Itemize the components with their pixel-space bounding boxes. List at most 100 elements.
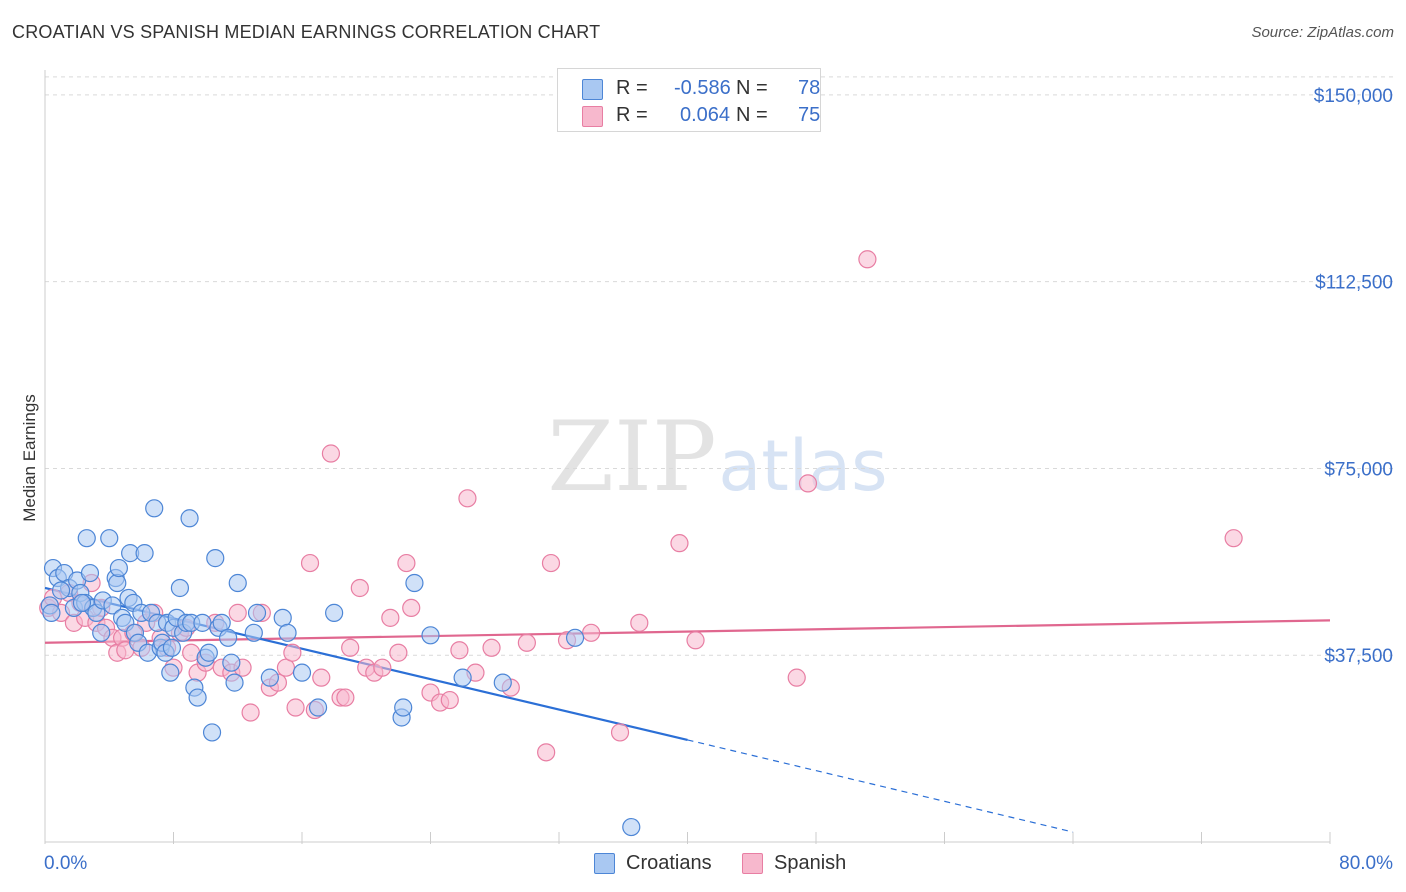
croatians-point [219, 628, 238, 647]
croatians-point [188, 688, 207, 707]
croatians-point [292, 663, 312, 682]
spanish-point [389, 643, 408, 662]
croatians-point [565, 628, 585, 647]
spanish-point [787, 668, 806, 687]
croatians-point [51, 581, 71, 600]
legend-r-label: R = [616, 77, 648, 99]
croatians-point [108, 573, 127, 593]
legend-n-value: 75 [798, 104, 821, 126]
spanish-point [458, 489, 477, 508]
croatians-point [206, 549, 225, 568]
spanish-point [858, 250, 877, 269]
y-tick-label: $37,500 [1324, 646, 1393, 667]
spanish-point [241, 703, 260, 722]
grid [45, 76, 1395, 656]
spanish-point [228, 603, 247, 622]
y-tick-label: $150,000 [1314, 86, 1393, 107]
spanish-point [1224, 529, 1243, 548]
x-tick-label: 0.0% [44, 853, 87, 874]
croatians-point [180, 509, 199, 528]
spanish-point [537, 743, 556, 762]
croatians-point [325, 603, 344, 622]
watermark-atlas: atlas [718, 425, 887, 507]
legend-r-value: 0.064 [680, 104, 731, 126]
stats-legend: R = -0.586 N = 78 R = 0.064 N = 75 [557, 68, 821, 132]
croatians-point [228, 573, 247, 593]
spanish-point [373, 658, 392, 677]
croatians-point [161, 663, 180, 682]
spanish-point [798, 474, 818, 493]
croatians-point [135, 544, 154, 563]
spanish-point [517, 633, 536, 652]
watermark: ZIP atlas [547, 401, 887, 513]
spanish-point [341, 638, 360, 657]
croatians-swatch [582, 79, 603, 100]
legend-n-value: 78 [798, 77, 821, 99]
croatians-point [72, 593, 92, 613]
legend-item-croatians: Croatians [594, 852, 724, 876]
y-tick-label: $75,000 [1324, 459, 1393, 480]
croatians-point [225, 673, 244, 692]
spanish-point [630, 613, 649, 632]
croatians-point [421, 626, 440, 645]
spanish-legend-label: Spanish [774, 852, 847, 874]
spanish-point [336, 688, 355, 707]
croatians-point [394, 698, 413, 717]
croatians-point [244, 623, 263, 642]
spanish-point [350, 578, 369, 598]
croatians-point [103, 596, 122, 615]
spanish-point [482, 638, 501, 657]
croatians-point [193, 613, 212, 632]
spanish-point [440, 690, 459, 710]
croatians-point [405, 573, 424, 593]
legend-r-value: -0.586 [674, 77, 731, 99]
croatians-point [42, 603, 61, 622]
legend-r-label: R = [616, 104, 648, 126]
ticks: $37,500 $75,000 $112,500 $150,000 0.0% 80.0% [44, 86, 1393, 874]
croatians-point [92, 623, 111, 642]
y-tick-label: $112,500 [1315, 273, 1393, 294]
chart-title: CROATIAN VS SPANISH MEDIAN EARNINGS CORR… [12, 22, 601, 42]
croatians-legend-swatch [594, 853, 615, 874]
croatians-point [170, 578, 190, 598]
croatians-trend-extension [687, 739, 1074, 833]
legend-n-label: N = [736, 77, 768, 99]
spanish-point [300, 553, 320, 573]
croatians-point [222, 653, 241, 672]
spanish-point [541, 553, 561, 573]
croatians-point [260, 668, 279, 687]
croatians-point [162, 638, 181, 657]
croatians-point [80, 563, 100, 583]
croatians-point [622, 817, 641, 837]
croatians-point [199, 643, 218, 662]
spanish-point [582, 623, 601, 642]
legend-item-spanish: Spanish [742, 852, 862, 876]
axes [44, 70, 1331, 844]
trend-lines [44, 586, 1331, 833]
spanish-point [321, 444, 341, 463]
spanish-point [283, 643, 302, 662]
spanish-point [381, 608, 400, 627]
spanish-point [610, 723, 630, 742]
y-axis-label: Median Earnings [20, 394, 39, 522]
spanish-point [286, 698, 305, 717]
croatians-point [308, 698, 328, 717]
spanish-point [312, 668, 331, 687]
spanish-legend-swatch [742, 853, 763, 874]
croatians-point [202, 723, 222, 742]
croatians-point [493, 673, 512, 692]
croatians-point [247, 603, 267, 622]
croatians-point [109, 558, 128, 578]
croatians-point [100, 529, 119, 548]
x-tick-label: 80.0% [1339, 853, 1393, 874]
croatians-point [453, 668, 472, 687]
croatians-point [77, 529, 96, 548]
legend-n-label: N = [736, 104, 768, 126]
croatians-legend-label: Croatians [626, 852, 712, 874]
spanish-point [450, 641, 469, 660]
spanish-point [670, 534, 689, 553]
spanish-swatch [582, 106, 603, 127]
croatians-points [40, 499, 641, 837]
spanish-point [686, 631, 705, 650]
